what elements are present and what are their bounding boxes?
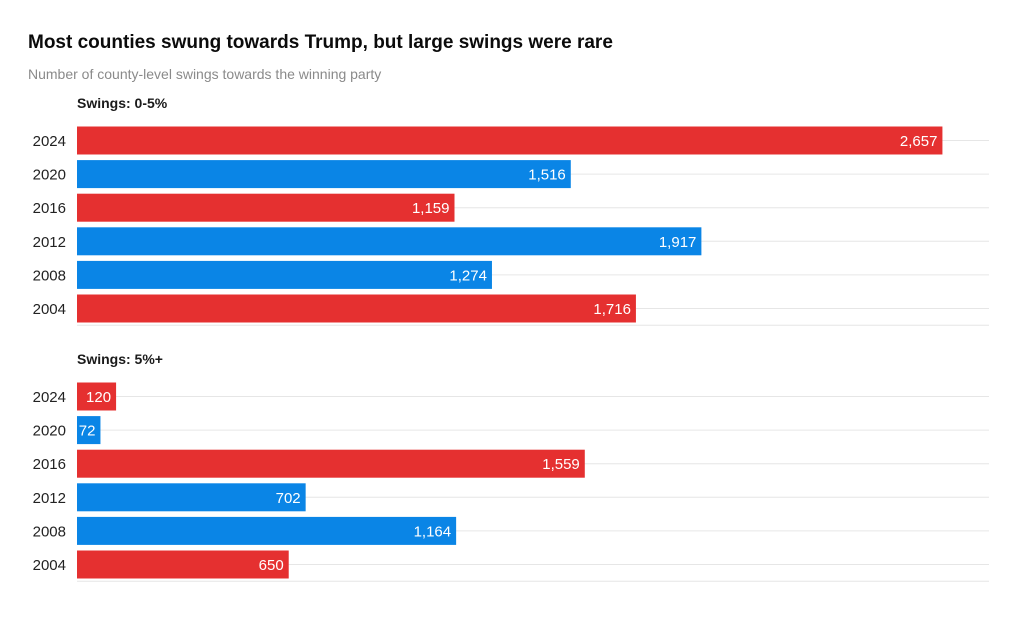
value-label: 1,516 [528,167,566,184]
value-label: 120 [86,389,111,406]
year-label: 2008 [33,523,66,540]
value-label: 650 [259,557,284,574]
bar [77,160,571,189]
value-label: 1,274 [449,267,487,284]
panel-title: Swings: 0-5% [77,95,168,111]
year-label: 2020 [33,423,66,440]
value-label: 702 [276,490,301,507]
year-label: 2024 [33,389,66,406]
bar [77,126,943,155]
value-label: 1,716 [593,301,631,318]
year-label: 2012 [33,234,66,251]
bar [77,227,702,256]
year-label: 2020 [33,167,66,184]
bar [77,516,457,545]
bar [77,449,585,478]
bar [77,550,289,579]
year-label: 2004 [33,557,66,574]
bar [77,382,117,411]
value-label: 2,657 [900,133,938,150]
value-label: 1,159 [412,200,450,217]
bar [77,416,101,445]
bar [77,294,636,323]
year-label: 2008 [33,267,66,284]
value-label: 1,559 [542,456,580,473]
bar [77,260,492,289]
value-label: 72 [79,423,96,440]
chart-title: Most counties swung towards Trump, but l… [28,32,613,53]
bar [77,193,455,222]
year-label: 2016 [33,456,66,473]
bar [77,483,306,512]
year-label: 2016 [33,200,66,217]
panel-title: Swings: 5%+ [77,351,163,367]
year-label: 2024 [33,133,66,150]
year-label: 2004 [33,301,66,318]
value-label: 1,917 [659,234,697,251]
chart-subtitle: Number of county-level swings towards th… [28,66,382,82]
value-label: 1,164 [414,523,452,540]
year-label: 2012 [33,490,66,507]
